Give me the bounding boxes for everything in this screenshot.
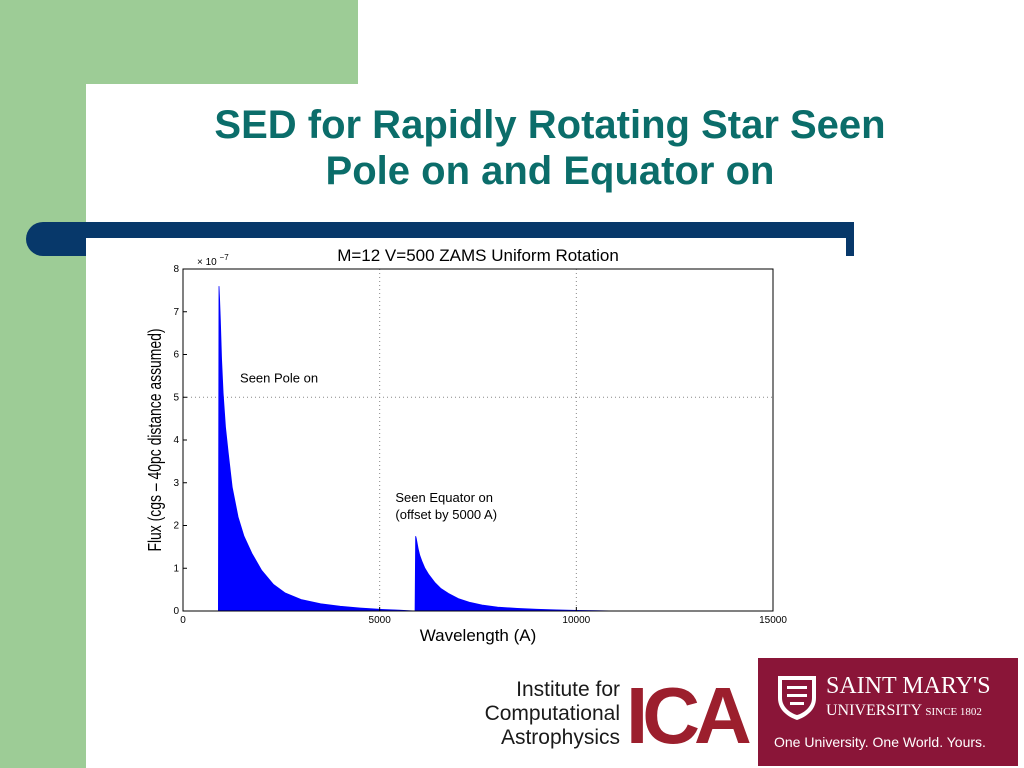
y-tick-label: 5: [173, 392, 179, 403]
y-tick-label: 3: [173, 478, 179, 489]
annotations: Seen Pole on Seen Equator on (offset by 50…: [240, 370, 497, 522]
slide-title: SED for Rapidly Rotating Star Seen Pole …: [100, 102, 1000, 194]
y-multiplier-exponent: −7: [220, 253, 230, 262]
y-tick-label: 7: [173, 307, 179, 318]
y-tick-label: 2: [173, 521, 179, 532]
ica-logo: Institute for Computational Astrophysics…: [458, 672, 756, 760]
y-multiplier: × 10 −7: [197, 253, 229, 268]
smu-logo: SAINT MARY'S UNIVERSITY SINCE 1802 One U…: [758, 658, 1018, 766]
ica-line-2: Computational: [484, 702, 620, 725]
y-multiplier-base: × 10: [197, 257, 217, 268]
ica-line-1: Institute for: [516, 678, 620, 701]
smu-tagline: One University. One World. Yours.: [774, 734, 986, 750]
x-tick-label: 5000: [369, 615, 392, 626]
chart-annotation: (offset by 5000 A): [395, 507, 497, 522]
x-tick-label: 0: [180, 615, 186, 626]
ica-mark: ICA: [626, 671, 752, 760]
slide-title-line-2: Pole on and Equator on: [325, 149, 775, 193]
content-corner: [86, 84, 206, 204]
sed-chart: M=12 V=500 ZAMS Uniform Rotation × 10 −7…: [145, 246, 787, 645]
smu-since: SINCE 1802: [925, 706, 982, 718]
grid: [183, 269, 773, 611]
axes-box: [182, 268, 774, 612]
y-tick-label: 0: [173, 606, 179, 617]
series-pole-on: [217, 286, 416, 612]
series-equator-on: [414, 536, 616, 612]
x-axis-label: Wavelength (A): [420, 626, 537, 645]
left-accent-bar: [0, 0, 86, 768]
x-tick-label: 15000: [759, 615, 787, 626]
smu-name: SAINT MARY'S: [826, 673, 991, 699]
slide-title-line-1: SED for Rapidly Rotating Star Seen: [214, 103, 886, 147]
shield-icon: [778, 676, 816, 720]
ica-line-3: Astrophysics: [500, 726, 620, 749]
chart-annotation: Seen Pole on: [240, 370, 318, 385]
y-tick-label: 8: [173, 264, 179, 275]
smu-university-line: UNIVERSITY SINCE 1802: [826, 702, 982, 720]
x-tick-label: 10000: [562, 615, 590, 626]
y-tick-label: 4: [173, 435, 179, 446]
chart-annotation: Seen Equator on: [395, 490, 493, 505]
ica-logo-text: Institute for Computational Astrophysics: [458, 678, 620, 750]
y-tick-label: 1: [173, 563, 179, 574]
top-accent-block: [86, 0, 358, 84]
chart-frame: M=12 V=500 ZAMS Uniform Rotation × 10 −7…: [86, 238, 846, 658]
series-layer: [217, 286, 616, 612]
title-rule-end: [846, 222, 854, 256]
y-axis-label: Flux (cgs – 40pc distance assumed): [145, 328, 165, 551]
y-tick-label: 6: [173, 350, 179, 361]
smu-university: UNIVERSITY: [826, 702, 922, 719]
ticks: 0 5000 10000 15000 0 1 2 3 4 5 6 7 8: [173, 264, 787, 626]
chart-title: M=12 V=500 ZAMS Uniform Rotation: [337, 246, 619, 265]
